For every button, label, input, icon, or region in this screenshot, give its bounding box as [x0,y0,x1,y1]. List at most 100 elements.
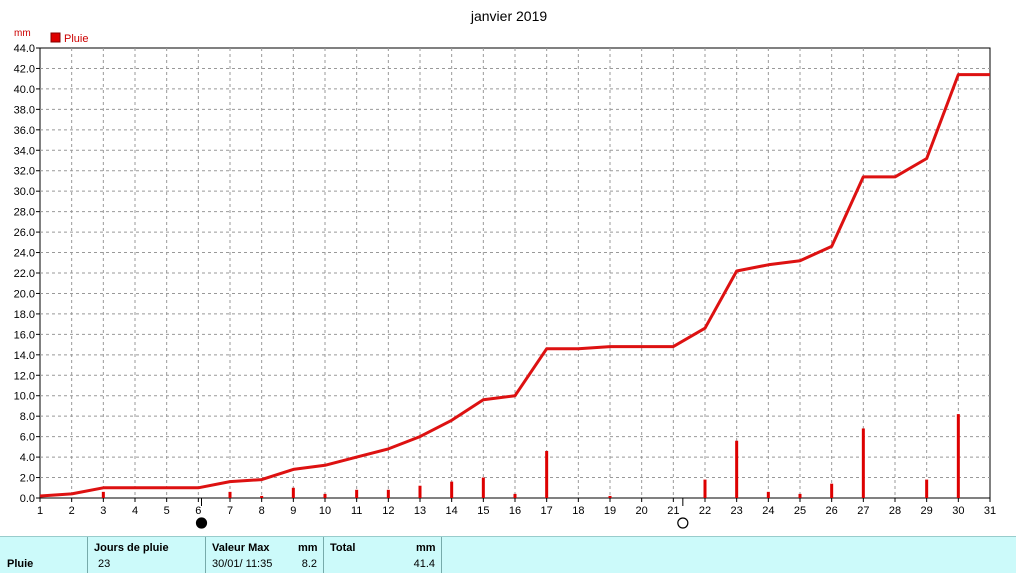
y-tick-label: 32.0 [14,166,35,178]
max-value: 8.2 [301,558,317,570]
summary-label-cell: Pluie [0,537,88,573]
x-tick-label: 17 [541,505,553,517]
total-value: 41.4 [413,558,435,570]
summary-bar: Pluie Jours de pluie 23 Valeur Max mm 30… [0,536,1016,573]
total-unit: mm [416,542,436,554]
total-cell: Total mm 41.4 [324,537,442,573]
y-tick-label: 34.0 [14,145,35,157]
x-tick-label: 15 [477,505,489,517]
y-tick-label: 8.0 [20,411,35,423]
x-tick-label: 5 [164,505,170,517]
y-tick-label: 12.0 [14,370,35,382]
x-tick-label: 20 [636,505,648,517]
y-tick-label: 4.0 [20,452,35,464]
rain-bar-day-7 [228,491,232,498]
rain-bar-day-16 [513,493,517,498]
x-tick-label: 6 [195,505,201,517]
rain-bar-day-22 [703,479,707,498]
max-date: 30/01/ 11:35 [212,558,273,570]
rain-bar-day-11 [355,489,359,498]
x-tick-label: 12 [382,505,394,517]
rain-bar-day-3 [101,491,105,498]
total-header: Total [330,542,356,554]
max-header: Valeur Max [212,542,270,554]
y-tick-label: 14.0 [14,350,35,362]
rain-days-cell: Jours de pluie 23 [88,537,206,573]
x-tick-label: 23 [731,505,743,517]
max-unit: mm [298,542,318,554]
x-tick-label: 18 [572,505,584,517]
rain-bar-day-13 [418,485,422,498]
rain-days-header: Jours de pluie [94,542,169,554]
summary-row-label: Pluie [7,558,34,570]
rain-bar-day-24 [766,491,770,498]
y-tick-label: 10.0 [14,391,35,403]
x-tick-label: 21 [667,505,679,517]
rain-chart: janvier 2019 mm Pluie 0.0 2.0 4.0 6.0 8.0 10.… [14,8,996,529]
x-tick-label: 16 [509,505,521,517]
y-tick-label: 24.0 [14,248,35,260]
y-tick-label: 40.0 [14,84,35,96]
new-moon-icon [195,517,208,529]
x-tick-label: 2 [69,505,75,517]
x-tick-label: 10 [319,505,331,517]
y-tick-label: 42.0 [14,63,35,75]
x-tick-label: 13 [414,505,426,517]
x-tick-label: 11 [351,505,362,517]
rain-bar-day-29 [925,479,929,498]
x-tick-label: 14 [446,505,458,517]
x-tick-label: 7 [227,505,233,517]
rain-bar-day-9 [291,487,295,498]
y-tick-label: 6.0 [20,432,35,444]
x-tick-label: 22 [699,505,711,517]
x-tick-label: 26 [826,505,838,517]
rain-bar-day-30 [956,414,960,498]
y-tick-label: 28.0 [14,207,35,219]
x-tick-label: 24 [762,505,774,517]
legend-label: Pluie [64,33,88,45]
x-ticks: 1 2 3 4 5 6 7 8 9 10 11 12 13 14 15 16 17 18 19 20 21 22 23 24 2… [37,498,996,517]
y-tick-label: 44.0 [14,43,35,55]
y-tick-label: 22.0 [14,268,35,280]
x-tick-label: 27 [857,505,869,517]
x-tick-label: 31 [984,505,996,517]
full-moon-icon [677,517,689,529]
rain-bar-day-12 [386,489,390,498]
y-ticks: 0.0 2.0 4.0 6.0 8.0 10.0 12.0 14.0 16.0 18.0 20.0 2… [14,43,40,505]
rain-bar-day-19 [608,495,612,498]
x-tick-label: 4 [132,505,138,517]
rain-bar-day-10 [323,493,327,498]
x-tick-label: 29 [921,505,933,517]
x-tick-label: 19 [604,505,616,517]
max-value-cell: Valeur Max mm 30/01/ 11:35 8.2 [206,537,324,573]
rain-bar-day-17 [545,450,549,498]
y-tick-label: 30.0 [14,186,35,198]
rain-bar-day-15 [481,477,485,498]
rain-bar-day-14 [450,481,454,498]
rain-bar-day-26 [830,483,834,498]
daily-bars [101,414,960,498]
x-tick-label: 3 [100,505,106,517]
moon-phases [195,498,689,529]
x-tick-label: 25 [794,505,806,517]
rain-bar-day-27 [861,428,865,498]
chart-title: janvier 2019 [470,8,547,24]
y-tick-label: 26.0 [14,227,35,239]
y-tick-label: 20.0 [14,288,35,300]
x-tick-label: 28 [889,505,901,517]
y-tick-label: 18.0 [14,309,35,321]
y-tick-label: 16.0 [14,329,35,341]
x-tick-label: 1 [37,505,43,517]
legend-swatch [50,32,61,43]
x-tick-label: 9 [290,505,296,517]
y-tick-label: 38.0 [14,104,35,116]
rain-bar-day-8 [260,495,264,498]
y-axis-label: mm [14,28,31,39]
x-tick-label: 8 [259,505,265,517]
rain-bar-day-25 [798,493,802,498]
grid [40,48,990,498]
cumulative-line [39,73,990,498]
y-tick-label: 0.0 [20,493,35,505]
rain-bar-day-23 [735,440,739,498]
y-tick-label: 36.0 [14,125,35,137]
